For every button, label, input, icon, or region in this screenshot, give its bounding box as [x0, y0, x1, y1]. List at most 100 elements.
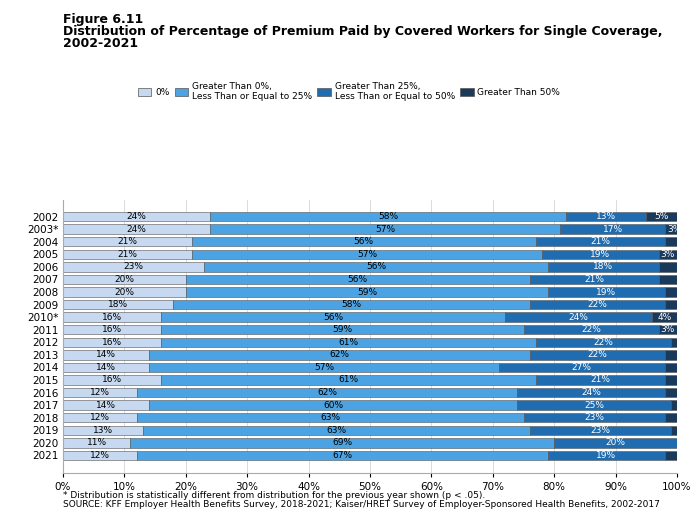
Text: 12%: 12%	[89, 413, 110, 422]
Text: 57%: 57%	[314, 363, 334, 372]
Bar	[517, 388, 664, 397]
Text: Figure 6.11: Figure 6.11	[63, 13, 143, 26]
Text: 14%: 14%	[96, 401, 116, 410]
Text: 57%: 57%	[376, 225, 395, 234]
Bar	[63, 262, 204, 271]
Bar	[63, 401, 149, 410]
Bar	[664, 225, 683, 234]
Bar	[659, 262, 677, 271]
Text: 22%: 22%	[587, 300, 607, 309]
Text: 4%: 4%	[658, 313, 672, 322]
Text: 60%: 60%	[323, 401, 343, 410]
Text: 58%: 58%	[341, 300, 362, 309]
Text: 18%: 18%	[108, 300, 128, 309]
Bar	[560, 225, 664, 234]
Text: 58%: 58%	[378, 212, 399, 221]
Bar	[530, 300, 664, 309]
Bar	[63, 325, 161, 334]
Text: 22%: 22%	[587, 350, 607, 359]
Text: 17%: 17%	[602, 225, 623, 234]
Bar	[548, 287, 664, 297]
Bar	[664, 450, 677, 460]
Text: 59%: 59%	[357, 288, 377, 297]
Text: 23%: 23%	[584, 413, 604, 422]
Bar	[63, 450, 137, 460]
Bar	[653, 312, 677, 322]
Bar	[149, 350, 530, 360]
Text: 19%: 19%	[596, 451, 616, 460]
Bar	[536, 338, 671, 347]
Text: 16%: 16%	[102, 325, 122, 334]
Bar	[567, 212, 646, 222]
Text: 3%: 3%	[661, 325, 675, 334]
Bar	[530, 275, 659, 284]
Text: 23%: 23%	[591, 426, 610, 435]
Bar	[517, 401, 671, 410]
Bar	[192, 237, 536, 246]
Bar	[664, 363, 677, 372]
Bar	[63, 225, 210, 234]
Text: 24%: 24%	[569, 313, 588, 322]
Text: 2002-2021: 2002-2021	[63, 37, 138, 50]
Bar	[505, 312, 653, 322]
Text: 16%: 16%	[102, 313, 122, 322]
Bar	[142, 426, 530, 435]
Bar	[548, 262, 659, 271]
Text: 56%: 56%	[366, 262, 386, 271]
Bar	[63, 300, 173, 309]
Text: 69%: 69%	[332, 438, 352, 447]
Bar	[63, 375, 161, 385]
Text: Distribution of Percentage of Premium Paid by Covered Workers for Single Coverag: Distribution of Percentage of Premium Pa…	[63, 25, 662, 38]
Bar	[499, 363, 664, 372]
Legend: 0%, Greater Than 0%,
Less Than or Equal to 25%, Greater Than 25%,
Less Than or E: 0%, Greater Than 0%, Less Than or Equal …	[134, 78, 564, 104]
Bar	[161, 312, 505, 322]
Bar	[137, 413, 524, 423]
Bar	[161, 325, 524, 334]
Bar	[63, 249, 192, 259]
Bar	[63, 338, 161, 347]
Text: 56%: 56%	[354, 237, 374, 246]
Text: 59%: 59%	[332, 325, 352, 334]
Text: 22%: 22%	[581, 325, 601, 334]
Text: 56%: 56%	[348, 275, 368, 284]
Bar	[664, 287, 677, 297]
Text: 11%: 11%	[87, 438, 107, 447]
Bar	[536, 375, 664, 385]
Bar	[524, 413, 664, 423]
Text: 20%: 20%	[114, 288, 134, 297]
Text: 24%: 24%	[126, 225, 147, 234]
Bar	[149, 363, 499, 372]
Bar	[192, 249, 542, 259]
Text: 14%: 14%	[96, 350, 116, 359]
Text: 57%: 57%	[357, 250, 377, 259]
Text: 18%: 18%	[593, 262, 614, 271]
Bar	[671, 401, 677, 410]
Text: 21%: 21%	[117, 237, 138, 246]
Bar	[173, 300, 530, 309]
Text: 21%: 21%	[117, 250, 138, 259]
Bar	[536, 237, 664, 246]
Bar	[210, 225, 560, 234]
Bar	[137, 388, 517, 397]
Bar	[664, 388, 677, 397]
Bar	[63, 388, 137, 397]
Text: 3%: 3%	[661, 250, 675, 259]
Bar	[659, 249, 677, 259]
Text: 19%: 19%	[591, 250, 610, 259]
Bar	[664, 375, 677, 385]
Text: 12%: 12%	[89, 388, 110, 397]
Bar	[664, 350, 677, 360]
Text: 14%: 14%	[96, 363, 116, 372]
Bar	[542, 249, 659, 259]
Bar	[530, 426, 671, 435]
Bar	[210, 212, 567, 222]
Bar	[63, 413, 137, 423]
Text: 5%: 5%	[655, 212, 669, 221]
Bar	[204, 262, 548, 271]
Text: 20%: 20%	[114, 275, 134, 284]
Bar	[63, 212, 210, 222]
Bar	[63, 363, 149, 372]
Text: 21%: 21%	[591, 375, 610, 384]
Bar	[530, 350, 664, 360]
Bar	[63, 438, 131, 447]
